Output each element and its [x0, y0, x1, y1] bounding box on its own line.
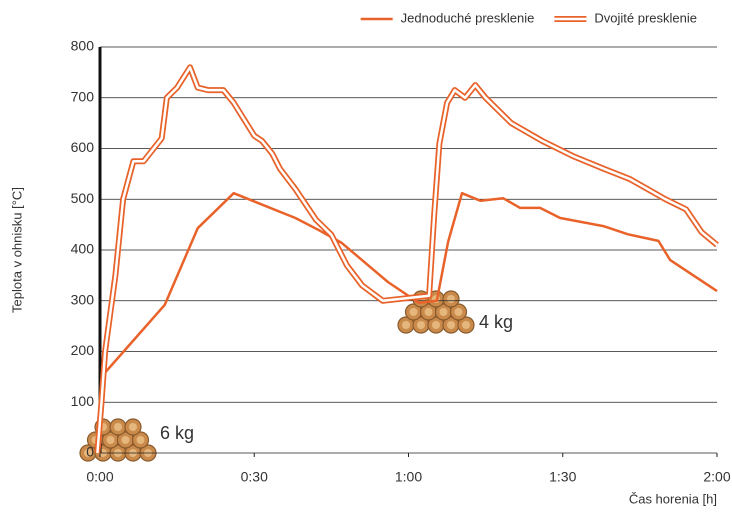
log-ring: [114, 423, 122, 431]
log-ring: [106, 436, 115, 444]
y-tick-label: 800: [71, 38, 95, 54]
annotation: 6 kg: [160, 423, 194, 443]
x-tick-label: 0:00: [86, 469, 113, 485]
log-ring: [462, 321, 470, 329]
log-ring: [136, 436, 145, 444]
y-tick-label: 400: [71, 241, 95, 257]
log-ring: [424, 308, 433, 316]
log-ring: [447, 295, 455, 303]
log-ring: [417, 321, 425, 329]
log-ring: [447, 321, 455, 329]
log-ring: [84, 449, 92, 457]
series-line-inner: [96, 66, 718, 454]
x-tick-label: 0:30: [241, 469, 268, 485]
y-tick-label: 700: [71, 88, 95, 104]
log-ring: [402, 321, 410, 329]
y-tick-label: 200: [71, 342, 95, 358]
y-tick-label: 600: [71, 139, 95, 155]
x-axis-label: Čas horenia [h]: [629, 491, 717, 506]
y-tick-label: 500: [71, 190, 95, 206]
y-axis-label: Teplota v ohnisku [°C]: [9, 187, 24, 313]
series-line: [94, 64, 719, 454]
legend-label: Dvojité presklenie: [594, 10, 697, 25]
y-tick-label: 100: [71, 393, 95, 409]
x-tick-label: 1:00: [395, 469, 422, 485]
log-ring: [432, 321, 440, 329]
y-tick-label: 300: [71, 291, 95, 307]
annotation: 4 kg: [479, 312, 513, 332]
log-ring: [409, 308, 418, 316]
log-ring: [454, 308, 463, 316]
log-ring: [439, 308, 448, 316]
series-line: [102, 191, 718, 376]
log-ring: [129, 423, 137, 431]
x-tick-label: 1:30: [549, 469, 576, 485]
y-tick-label: 0: [86, 444, 94, 460]
x-tick-label: 2:00: [703, 469, 730, 485]
legend-label: Jednoduché presklenie: [401, 10, 535, 25]
log-ring: [121, 436, 130, 444]
